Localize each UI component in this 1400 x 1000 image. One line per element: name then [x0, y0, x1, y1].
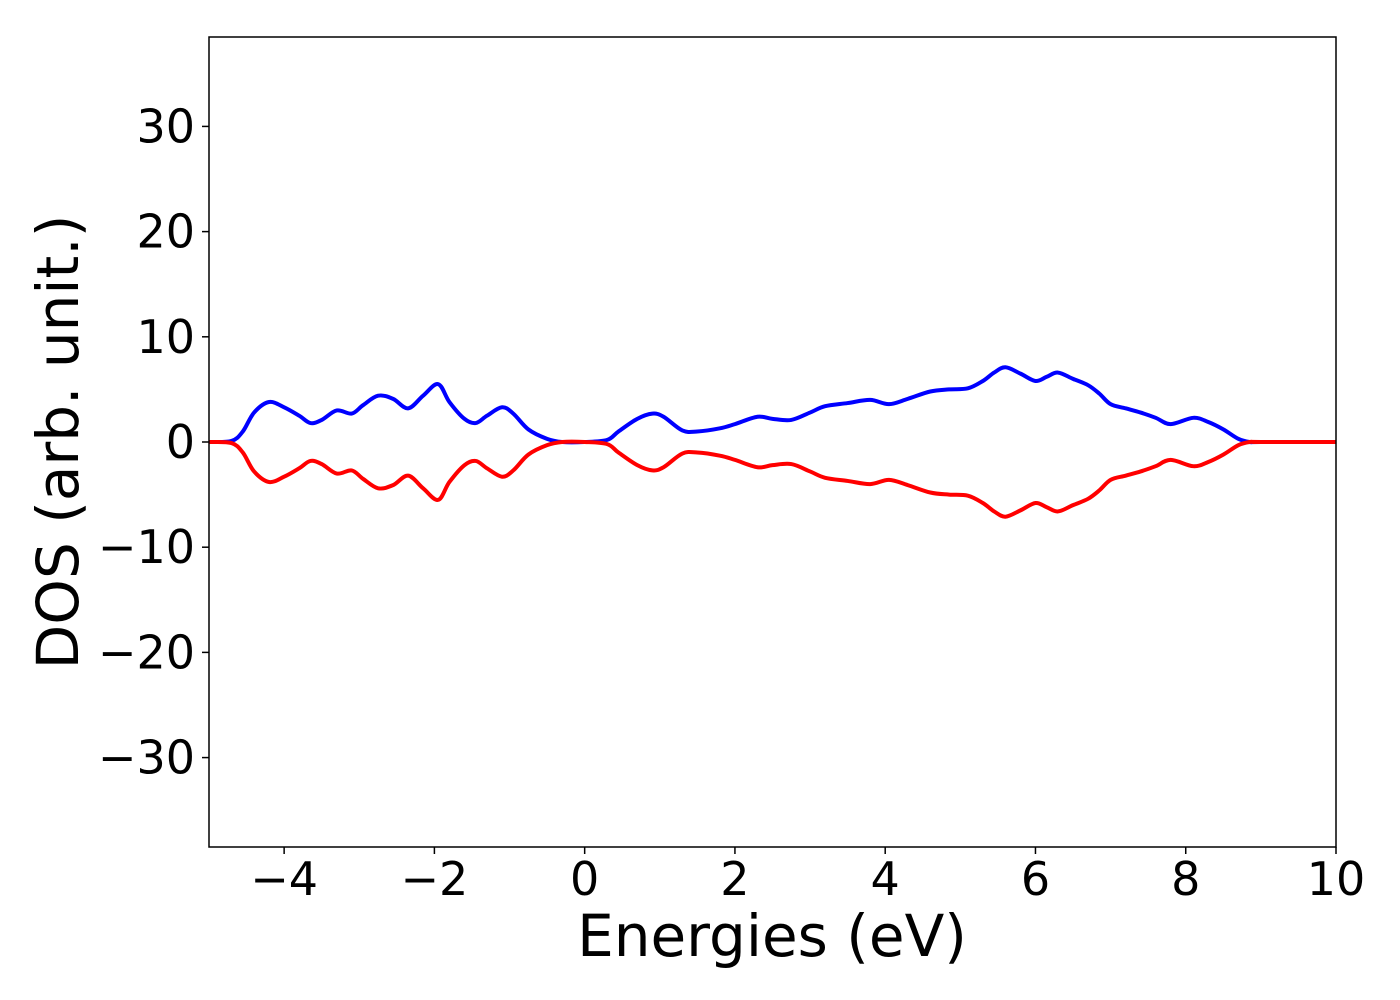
y-tick-label: 20 [136, 205, 195, 259]
x-tick-label: 6 [1021, 852, 1050, 906]
series-layer [208, 365, 1336, 519]
x-tick-label: −2 [400, 852, 468, 906]
x-axis: −4 −2 0 2 4 6 8 10 [250, 847, 1365, 906]
x-tick-label: 0 [570, 852, 599, 906]
y-axis-label: DOS (arb. unit.) [24, 215, 92, 670]
y-tick-label: 0 [166, 415, 195, 469]
x-tick-label: 8 [1171, 852, 1200, 906]
y-tick-label: −20 [98, 625, 195, 679]
series-line-0 [208, 365, 1336, 445]
x-tick-label: 10 [1307, 852, 1366, 906]
y-tick-label: 10 [136, 310, 195, 364]
x-axis-label: Energies (eV) [577, 902, 967, 970]
y-axis: −30 −20 −10 0 10 20 30 [98, 99, 209, 785]
y-tick-label: −10 [98, 520, 195, 574]
x-tick-label: 4 [871, 852, 900, 906]
x-tick-label: 2 [720, 852, 749, 906]
y-tick-label: 30 [136, 99, 195, 153]
y-tick-label: −30 [98, 731, 195, 785]
series-line-1 [208, 439, 1336, 519]
x-tick-label: −4 [250, 852, 318, 906]
